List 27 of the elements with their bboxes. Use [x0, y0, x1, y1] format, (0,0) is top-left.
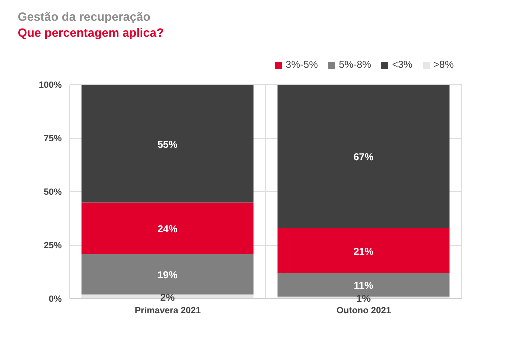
bar: [82, 202, 254, 254]
chart-title: Gestão da recuperação: [18, 10, 151, 24]
y-tick-label: 75%: [44, 134, 62, 144]
bar: [82, 254, 254, 295]
x-tick-label: Primavera 2021: [134, 305, 202, 316]
y-tick-label: 100%: [38, 80, 62, 90]
legend-label: <3%: [392, 60, 413, 71]
data-label: 55%: [158, 140, 178, 151]
data-label: 11%: [354, 281, 374, 292]
y-tick-label: 50%: [44, 187, 62, 198]
y-tick-label: 25%: [44, 240, 62, 251]
bar: [278, 85, 450, 228]
chart-subtitle: Que percentagem aplica?: [18, 26, 164, 40]
bar: [278, 228, 450, 274]
x-tick-label: Outono 2021: [336, 305, 392, 316]
legend-label: 5%-8%: [339, 60, 372, 71]
data-label: 24%: [158, 224, 178, 236]
data-label: 2%: [160, 292, 176, 304]
bar: [82, 85, 254, 203]
data-label: 67%: [354, 152, 374, 164]
data-label: 19%: [158, 270, 178, 282]
bar: [278, 273, 450, 297]
legend-label: 3%-5%: [286, 60, 318, 71]
data-label: 21%: [354, 246, 374, 258]
y-tick-label: 0%: [48, 294, 62, 304]
data-label: 1%: [356, 294, 372, 305]
legend-label: >8%: [434, 60, 454, 71]
